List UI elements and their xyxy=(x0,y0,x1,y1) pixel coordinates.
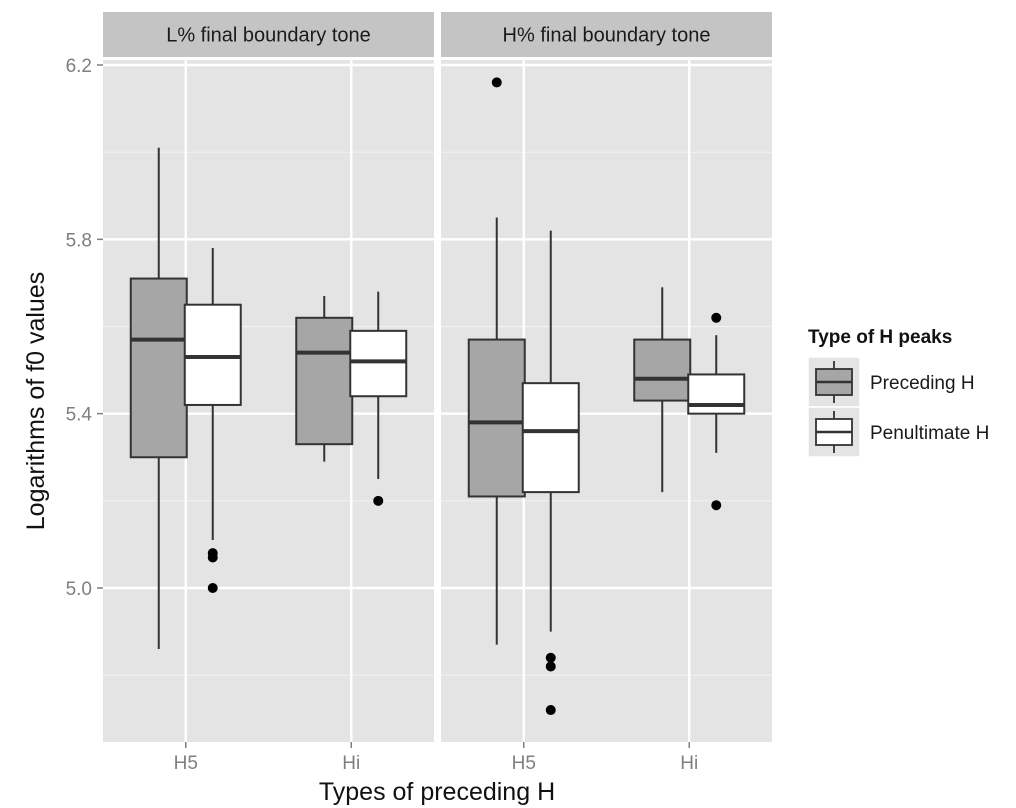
y-tick-label: 5.8 xyxy=(66,230,92,251)
x-tick-label: H5 xyxy=(512,753,536,774)
y-tick-label: 5.0 xyxy=(66,579,92,600)
box xyxy=(521,382,580,494)
legend-title: Type of H peaks xyxy=(808,327,952,348)
outlier-point xyxy=(545,652,556,663)
outlier-point xyxy=(207,548,218,559)
box xyxy=(295,316,354,446)
x-tick-label: Hi xyxy=(680,753,698,774)
y-tick-label: 5.4 xyxy=(66,405,93,426)
outlier-point xyxy=(491,77,502,88)
box xyxy=(129,277,188,459)
box xyxy=(633,338,692,402)
legend-label: Preceding H xyxy=(870,373,975,394)
outlier-point xyxy=(711,312,722,323)
y-axis-title: Logarithms of f0 values xyxy=(22,272,50,530)
box xyxy=(687,373,746,415)
outlier-point xyxy=(545,661,556,672)
facet-strip-label: H% final boundary tone xyxy=(503,25,711,47)
outlier-point xyxy=(207,583,218,593)
outlier-point xyxy=(711,500,722,511)
facet-strip xyxy=(103,12,434,57)
facet-strip-label: L% final boundary tone xyxy=(166,25,371,47)
legend-label: Penultimate H xyxy=(870,423,989,444)
box xyxy=(349,329,408,398)
x-tick-label: Hi xyxy=(342,753,360,774)
outlier-point xyxy=(545,705,556,716)
box xyxy=(467,338,526,498)
outlier-point xyxy=(373,495,384,506)
y-tick-label: 6.2 xyxy=(66,56,92,77)
box xyxy=(183,303,242,406)
x-axis-title: Types of preceding H xyxy=(319,778,555,806)
facet-strip xyxy=(441,12,772,57)
x-tick-label: H5 xyxy=(174,753,198,774)
